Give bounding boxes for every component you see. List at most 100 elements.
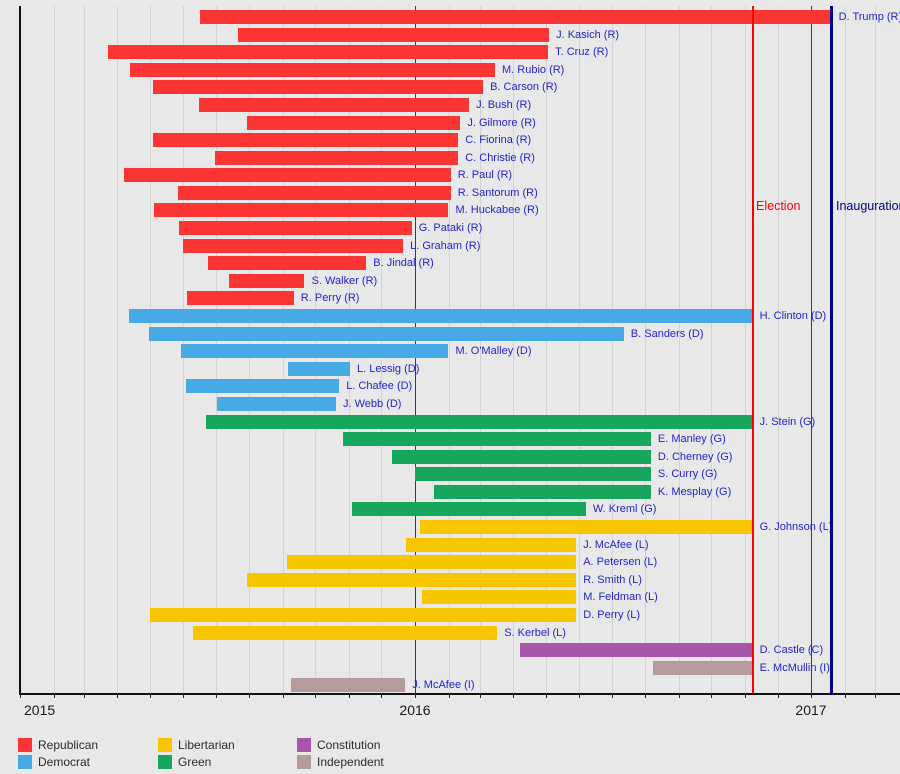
month-gridline bbox=[83, 6, 85, 693]
month-gridline bbox=[53, 6, 55, 693]
month-gridline bbox=[777, 6, 779, 693]
candidate-label: C. Fiorina (R) bbox=[465, 134, 532, 147]
candidate-label: E. Manley (G) bbox=[657, 433, 726, 445]
month-gridline bbox=[611, 6, 613, 693]
candidate-bar bbox=[415, 467, 651, 482]
candidate-label: R. Paul (R) bbox=[457, 169, 513, 182]
axis-tick bbox=[215, 693, 217, 698]
candidate-label: D. Trump (R) bbox=[838, 11, 900, 23]
axis-tick bbox=[315, 693, 317, 698]
month-gridline bbox=[513, 6, 515, 693]
axis-tick bbox=[479, 693, 481, 698]
axis-tick bbox=[83, 693, 85, 698]
axis-tick bbox=[381, 693, 383, 698]
candidate-label: D. Castle (C) bbox=[759, 644, 824, 657]
legend-label: Constitution bbox=[317, 738, 381, 752]
democrat-color-swatch bbox=[18, 755, 32, 769]
year-gridline bbox=[811, 6, 812, 693]
election-line bbox=[751, 6, 754, 693]
candidate-bar bbox=[123, 168, 451, 183]
month-gridline bbox=[874, 6, 876, 693]
candidate-bar bbox=[148, 326, 624, 341]
legend-label: Independent bbox=[317, 755, 384, 769]
candidate-bar bbox=[130, 62, 496, 77]
candidate-bar bbox=[129, 308, 753, 323]
candidate-bar bbox=[193, 625, 498, 640]
candidate-bar bbox=[199, 10, 832, 24]
inauguration-label: Inauguration bbox=[836, 199, 900, 213]
legend-label: Democrat bbox=[38, 755, 91, 769]
year-label-2016: 2016 bbox=[399, 702, 431, 718]
axis-tick bbox=[645, 693, 647, 698]
candidate-label: R. Perry (R) bbox=[300, 292, 360, 305]
candidate-bar bbox=[185, 379, 340, 394]
candidate-bar bbox=[434, 484, 651, 499]
inauguration-line bbox=[830, 6, 834, 693]
candidate-label: M. Feldman (L) bbox=[583, 591, 658, 604]
candidate-bar bbox=[420, 520, 753, 534]
candidate-label: R. Santorum (R) bbox=[457, 186, 538, 199]
candidate-label: S. Walker (R) bbox=[311, 274, 378, 287]
candidate-bar bbox=[288, 361, 351, 376]
candidate-label: J. Webb (D) bbox=[343, 397, 402, 410]
candidate-bar bbox=[153, 80, 484, 95]
candidate-label: W. Kreml (G) bbox=[592, 503, 657, 516]
candidate-label: D. Perry (L) bbox=[583, 608, 641, 621]
candidate-bar bbox=[342, 432, 651, 446]
candidate-bar bbox=[198, 97, 469, 112]
y-axis-line bbox=[19, 6, 21, 694]
legend-label: Republican bbox=[38, 738, 99, 752]
republican-color-swatch bbox=[18, 738, 32, 752]
constitution-color-swatch bbox=[297, 738, 311, 752]
candidate-bar bbox=[179, 221, 412, 235]
x-axis-line bbox=[19, 693, 900, 695]
candidate-label: A. Petersen (L) bbox=[583, 556, 658, 569]
candidate-bar bbox=[107, 45, 548, 60]
year-label-2015: 2015 bbox=[24, 702, 56, 718]
month-gridline bbox=[149, 6, 151, 693]
candidate-label: J. McAfee (I) bbox=[412, 679, 475, 692]
month-gridline bbox=[545, 6, 547, 693]
candidate-bar bbox=[287, 555, 577, 570]
candidate-label: K. Mesplay (G) bbox=[657, 485, 732, 498]
axis-tick bbox=[844, 693, 846, 698]
candidate-bar bbox=[247, 572, 577, 587]
axis-tick bbox=[874, 693, 876, 698]
candidate-label: L. Graham (R) bbox=[410, 239, 481, 252]
candidate-label: G. Johnson (L) bbox=[759, 521, 833, 533]
axis-tick bbox=[349, 693, 350, 698]
candidate-bar bbox=[290, 678, 406, 693]
candidate-bar bbox=[214, 150, 459, 165]
axis-tick bbox=[448, 693, 450, 698]
month-gridline bbox=[579, 6, 581, 693]
candidate-bar bbox=[406, 537, 577, 552]
candidate-label: G. Pataki (R) bbox=[418, 222, 483, 234]
axis-tick bbox=[415, 693, 416, 698]
candidate-label: H. Clinton (D) bbox=[759, 309, 827, 322]
axis-tick bbox=[249, 693, 251, 698]
axis-tick bbox=[513, 693, 515, 698]
candidate-label: B. Sanders (D) bbox=[630, 327, 704, 340]
candidate-label: B. Carson (R) bbox=[490, 81, 558, 94]
axis-tick bbox=[711, 693, 713, 698]
candidate-label: T. Cruz (R) bbox=[555, 46, 609, 59]
candidate-label: C. Christie (R) bbox=[465, 151, 535, 164]
axis-tick bbox=[579, 693, 581, 698]
axis-tick bbox=[611, 693, 613, 698]
candidate-label: J. Stein (G) bbox=[759, 415, 816, 428]
candidate-label: D. Cherney (G) bbox=[657, 450, 733, 463]
month-gridline bbox=[448, 6, 450, 693]
candidate-label: J. Kasich (R) bbox=[556, 28, 620, 41]
axis-tick bbox=[149, 693, 151, 698]
axis-tick bbox=[745, 693, 746, 698]
month-gridline bbox=[479, 6, 481, 693]
year-label-2017: 2017 bbox=[795, 702, 827, 718]
candidate-label: J. Gilmore (R) bbox=[467, 116, 536, 129]
candidate-bar bbox=[208, 256, 367, 271]
candidate-label: L. Lessig (D) bbox=[357, 362, 420, 375]
independent-color-swatch bbox=[297, 755, 311, 769]
legend-label: Libertarian bbox=[178, 738, 235, 752]
legend-label: Green bbox=[178, 755, 212, 769]
candidate-label: M. Rubio (R) bbox=[502, 63, 565, 76]
